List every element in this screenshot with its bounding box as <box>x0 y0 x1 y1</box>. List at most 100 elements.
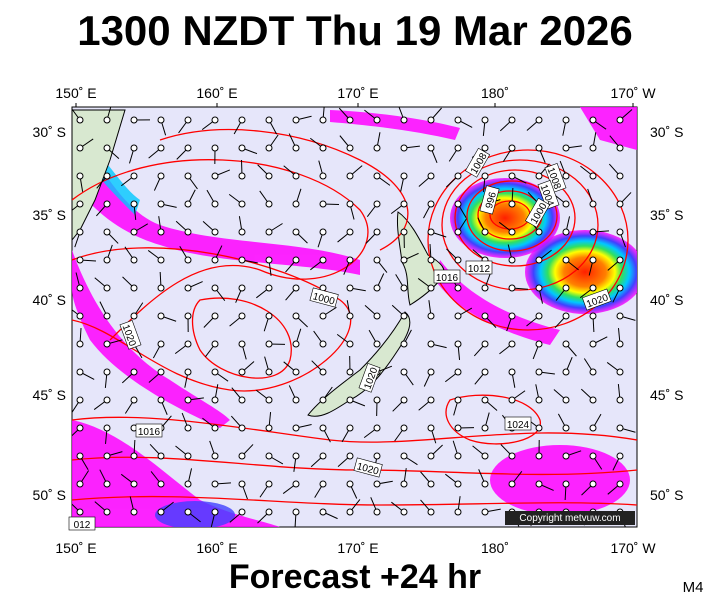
barb-station <box>184 480 192 488</box>
barb-station <box>346 144 354 152</box>
barb-station <box>346 396 354 404</box>
barb-station <box>589 368 597 376</box>
barb-station <box>346 368 354 376</box>
barb-station <box>211 396 219 404</box>
barb-station <box>265 452 273 460</box>
lon-label: 170˚ E <box>337 85 378 101</box>
barb-station <box>157 368 165 376</box>
barb-station <box>400 228 408 236</box>
isobar-label-box <box>465 147 491 178</box>
isobar-label-box <box>309 287 339 308</box>
barb-station <box>481 396 489 404</box>
barb-station <box>103 144 111 152</box>
barb-station <box>292 396 300 404</box>
lon-label: 180˚ <box>481 85 509 101</box>
barb-station <box>535 480 543 488</box>
isobar-label-box <box>537 180 560 210</box>
barb-station <box>265 228 273 236</box>
barb-station <box>238 480 246 488</box>
barb-station <box>616 144 624 152</box>
barb-station <box>508 340 516 348</box>
barb-station <box>157 116 165 124</box>
barb-station <box>211 284 219 292</box>
barb-station <box>211 340 219 348</box>
barb-station <box>508 228 516 236</box>
barb-station <box>319 256 327 264</box>
barb-station <box>76 508 84 516</box>
barb-station <box>319 228 327 236</box>
barb-station <box>427 144 435 152</box>
barb-station <box>481 480 489 488</box>
barb-station <box>346 284 354 292</box>
barb-station <box>346 312 354 320</box>
barb-station <box>427 340 435 348</box>
barb-station <box>427 116 435 124</box>
barb-station <box>373 340 381 348</box>
barb-station <box>508 480 516 488</box>
barb-station <box>400 200 408 208</box>
barb-station <box>265 396 273 404</box>
barb-station <box>589 424 597 432</box>
barb-station <box>616 228 624 236</box>
barb-station <box>400 340 408 348</box>
barb-station <box>130 172 138 180</box>
isobar-label-box <box>582 288 612 311</box>
isobar-label-text: 1016 <box>436 273 459 284</box>
barb-station <box>454 424 462 432</box>
barb-station <box>427 396 435 404</box>
barb-station <box>292 480 300 488</box>
barb-station <box>157 200 165 208</box>
barb-station <box>535 256 543 264</box>
barb-station <box>427 452 435 460</box>
barb-station <box>454 228 462 236</box>
barb-station <box>130 284 138 292</box>
barb-station <box>346 256 354 264</box>
barb-station <box>292 368 300 376</box>
barb-station <box>103 424 111 432</box>
isobar-label-box <box>119 320 142 350</box>
barb-station <box>508 452 516 460</box>
barb-station <box>292 452 300 460</box>
barb-station <box>130 228 138 236</box>
barb-station <box>238 452 246 460</box>
barb-station <box>319 312 327 320</box>
barb-station <box>292 172 300 180</box>
barb-station <box>454 312 462 320</box>
barb-station <box>211 368 219 376</box>
barb-station <box>184 424 192 432</box>
barb-station <box>184 200 192 208</box>
land <box>72 109 445 417</box>
lon-label: 150˚ E <box>55 85 96 101</box>
barb-station <box>454 116 462 124</box>
barb-station <box>454 396 462 404</box>
barb-station <box>535 228 543 236</box>
barb-station <box>157 284 165 292</box>
barb-station <box>508 396 516 404</box>
barb-station <box>427 480 435 488</box>
barb-station <box>427 200 435 208</box>
barb-station <box>508 200 516 208</box>
barb-station <box>130 312 138 320</box>
barb-station <box>481 284 489 292</box>
barb-station <box>319 424 327 432</box>
barb-station <box>103 396 111 404</box>
barb-station <box>184 312 192 320</box>
barb-station <box>157 172 165 180</box>
barb-station <box>562 116 570 124</box>
barb-station <box>562 368 570 376</box>
barb-station <box>211 480 219 488</box>
isobar-label-box <box>525 197 551 228</box>
barb-station <box>400 256 408 264</box>
lon-label: 170˚ E <box>337 540 378 556</box>
barb-station <box>103 452 111 460</box>
barb-station <box>373 256 381 264</box>
barb-station <box>373 284 381 292</box>
barb-station <box>508 312 516 320</box>
barb-station <box>481 312 489 320</box>
barb-station <box>400 480 408 488</box>
isobar-label-box <box>358 363 381 393</box>
barb-station <box>211 200 219 208</box>
barb-station <box>562 452 570 460</box>
barb-station <box>265 480 273 488</box>
